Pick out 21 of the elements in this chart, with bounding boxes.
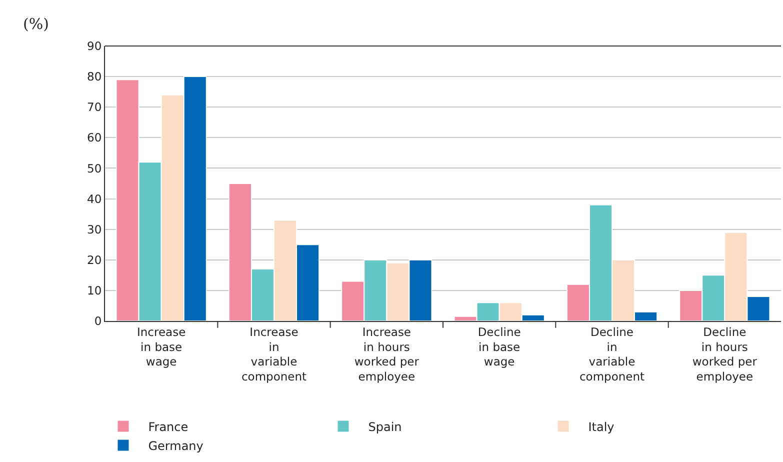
y-tick-label: 20 xyxy=(87,252,102,267)
x-tick-label: Decline in variable component xyxy=(579,324,646,384)
x-tick-label: Increase in base wage xyxy=(136,324,186,369)
y-tick-label: 40 xyxy=(87,192,102,206)
x-tick-label: Increase in variable component xyxy=(241,324,308,384)
y-axis-title: (%) xyxy=(23,15,49,33)
y-tick-label: 30 xyxy=(87,222,102,236)
legend-label: Italy xyxy=(588,420,614,434)
y-tick-label: 50 xyxy=(87,161,102,176)
x-tick-label: Increase in hours worked per employee xyxy=(354,324,420,384)
x-tick-label: Decline in hours worked per employee xyxy=(692,324,758,384)
legend-label: Spain xyxy=(368,420,402,434)
legend-label: France xyxy=(148,420,188,434)
y-tick-label: 60 xyxy=(87,130,102,145)
y-tick-label: 80 xyxy=(87,70,102,84)
y-tick-label: 0 xyxy=(94,314,102,328)
legend-label: Germany xyxy=(148,438,204,453)
y-tick-label: 90 xyxy=(87,39,102,54)
x-tick-label: Decline in base wage xyxy=(478,324,521,369)
y-tick-label: 70 xyxy=(87,100,102,114)
y-tick-label: 10 xyxy=(87,283,102,298)
